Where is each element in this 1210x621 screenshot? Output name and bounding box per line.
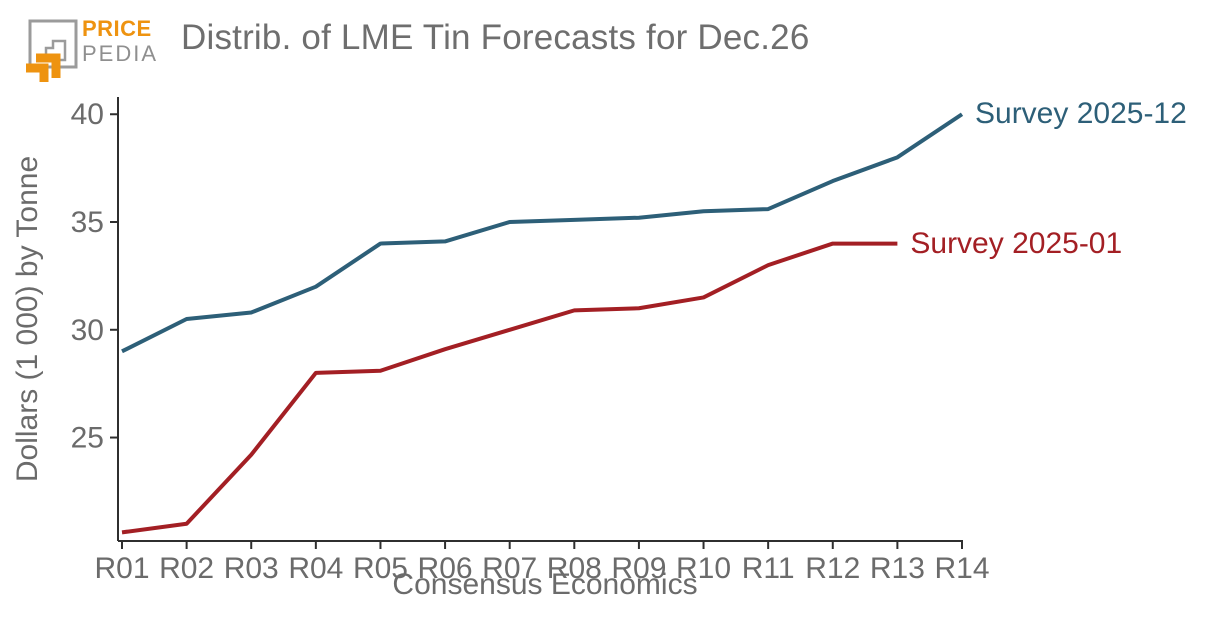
- x-tick-label: R09: [611, 552, 666, 585]
- series-line-survey-2025-12: [121, 112, 964, 354]
- x-tick-label: R13: [870, 552, 925, 585]
- x-tick-label: R08: [547, 552, 602, 585]
- y-tick-label: 35: [71, 206, 104, 239]
- logo-orange-bracket-small: [26, 63, 49, 82]
- series-label-survey-2025-01: Survey 2025-01: [910, 226, 1123, 260]
- x-tick-label: R05: [353, 552, 408, 585]
- x-tick-label: R12: [805, 552, 860, 585]
- logo-orange-bracket-large: [36, 53, 61, 78]
- y-tick-label: 25: [71, 422, 104, 455]
- x-tick-label: R02: [159, 552, 214, 585]
- y-tick-label: 30: [71, 314, 104, 347]
- chart-title: Distrib. of LME Tin Forecasts for Dec.26: [181, 18, 810, 57]
- x-tick-label: R01: [94, 552, 149, 585]
- logo-text: PRICE PEDIA: [82, 18, 158, 65]
- x-tick-label: R03: [224, 552, 279, 585]
- pricepedia-logo: PRICE PEDIA: [20, 8, 180, 86]
- series-line-survey-2025-01: [121, 241, 898, 535]
- logo-text-price: PRICE: [82, 16, 152, 41]
- x-tick-label: R06: [418, 552, 473, 585]
- pricepedia-logo-icon: [26, 19, 78, 82]
- y-axis-label: Dollars (1 000) by Tonne: [11, 155, 44, 483]
- x-tick-label: R10: [676, 552, 731, 585]
- series-label-survey-2025-12: Survey 2025-12: [975, 97, 1187, 131]
- x-tick-label: R11: [742, 552, 795, 585]
- logo-text-pedia: PEDIA: [82, 41, 159, 66]
- x-axis-label: Consensus Economics: [392, 568, 698, 601]
- y-tick-label: 40: [71, 98, 104, 131]
- x-tick-label: R14: [934, 552, 989, 585]
- x-tick-label: R07: [482, 552, 537, 585]
- x-tick-label: R04: [288, 552, 343, 585]
